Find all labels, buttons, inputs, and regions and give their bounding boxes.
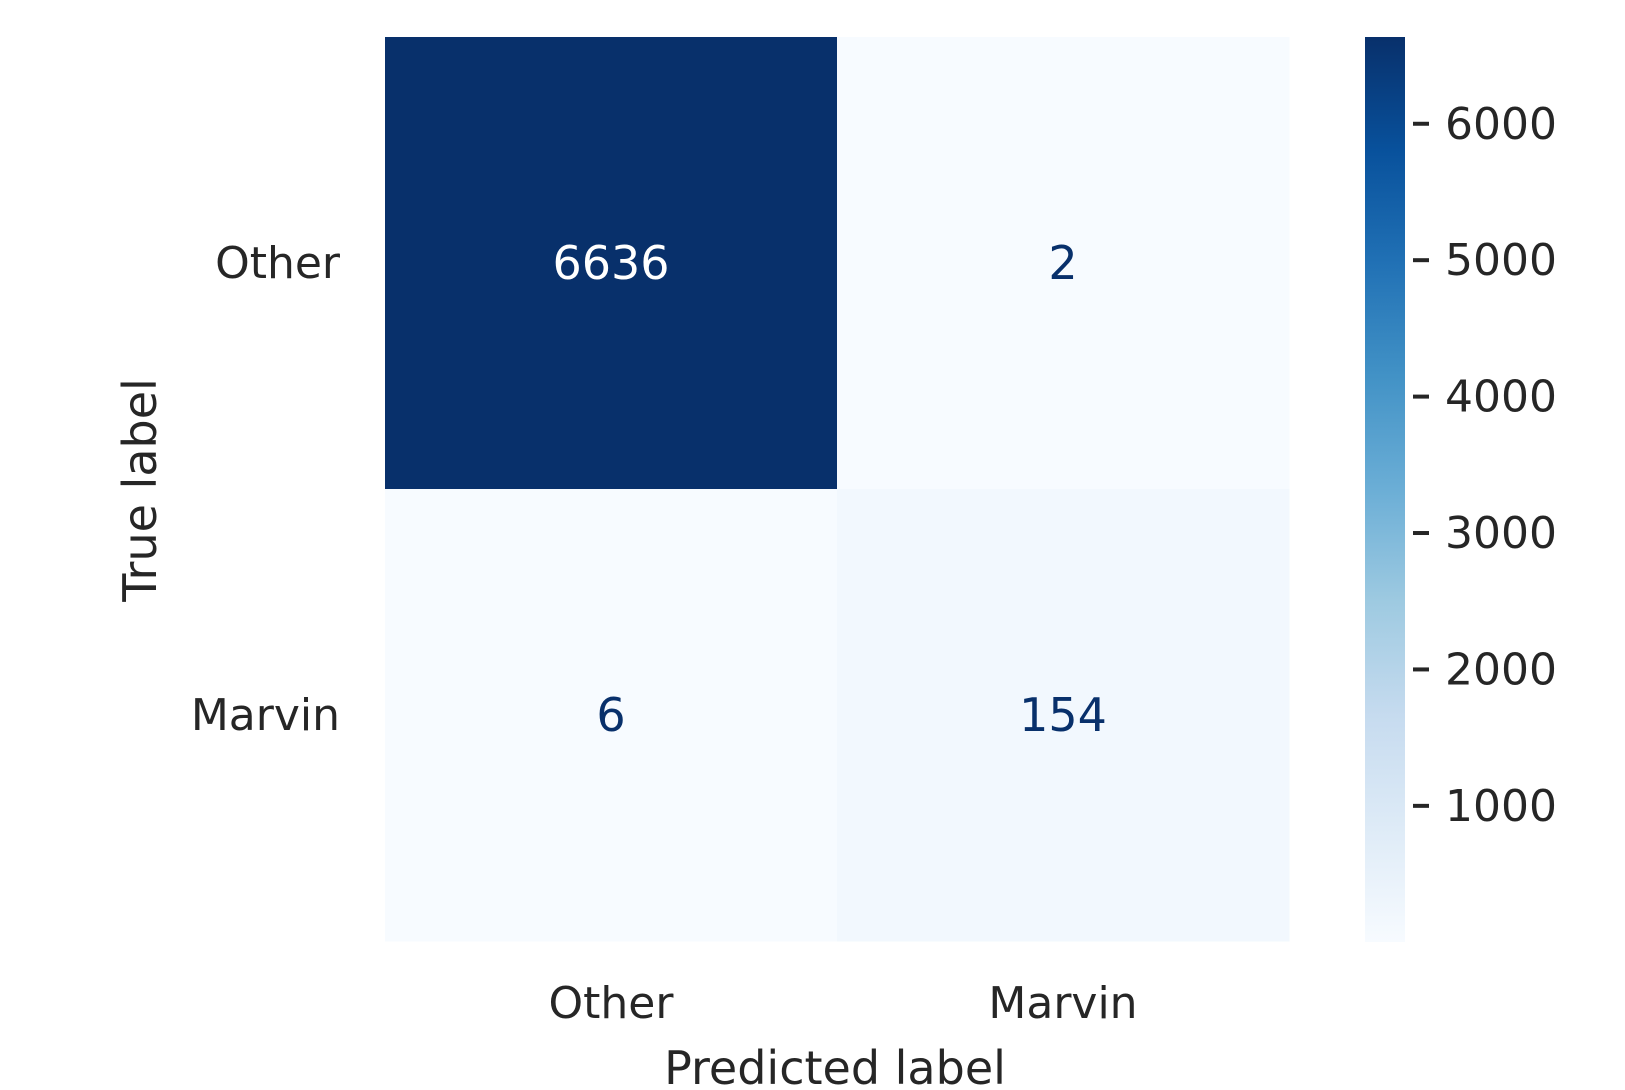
- colorbar-tick-label: 3000: [1445, 508, 1557, 559]
- colorbar-tick-label: 6000: [1445, 99, 1557, 150]
- colorbar-tick-label: 5000: [1445, 235, 1557, 286]
- x-tick-label: Other: [549, 978, 675, 1029]
- colorbar: [1365, 37, 1405, 942]
- heatmap-cell: [837, 489, 1290, 942]
- x-axis-label: Predicted label: [664, 1041, 1006, 1090]
- cell-value-label: 6: [596, 688, 625, 742]
- x-axis-tick-labels: Other Marvin: [549, 978, 1138, 1029]
- cell-value-label: 6636: [552, 236, 669, 290]
- heatmap-cells: [385, 37, 1290, 942]
- heatmap-cell: [385, 489, 838, 942]
- x-tick-label: Marvin: [988, 978, 1137, 1029]
- colorbar-ticks: 1000 2000 3000 4000 5000 6000: [1413, 99, 1557, 832]
- colorbar-tick-label: 1000: [1445, 781, 1557, 832]
- cell-value-label: 154: [1019, 688, 1107, 742]
- y-axis-label: True label: [113, 378, 167, 603]
- heatmap-cell-labels: 6636 2 6 154: [552, 236, 1106, 742]
- y-tick-label: Other: [215, 238, 341, 289]
- y-axis-tick-labels: Other Marvin: [191, 238, 341, 741]
- cell-value-label: 2: [1048, 236, 1077, 290]
- colorbar-tick-label: 2000: [1445, 644, 1557, 695]
- y-tick-label: Marvin: [191, 690, 340, 741]
- colorbar-tick-label: 4000: [1445, 372, 1557, 423]
- colorbar-gradient: [1365, 37, 1405, 942]
- heatmap-cell: [385, 37, 838, 490]
- heatmap-cell: [837, 37, 1290, 490]
